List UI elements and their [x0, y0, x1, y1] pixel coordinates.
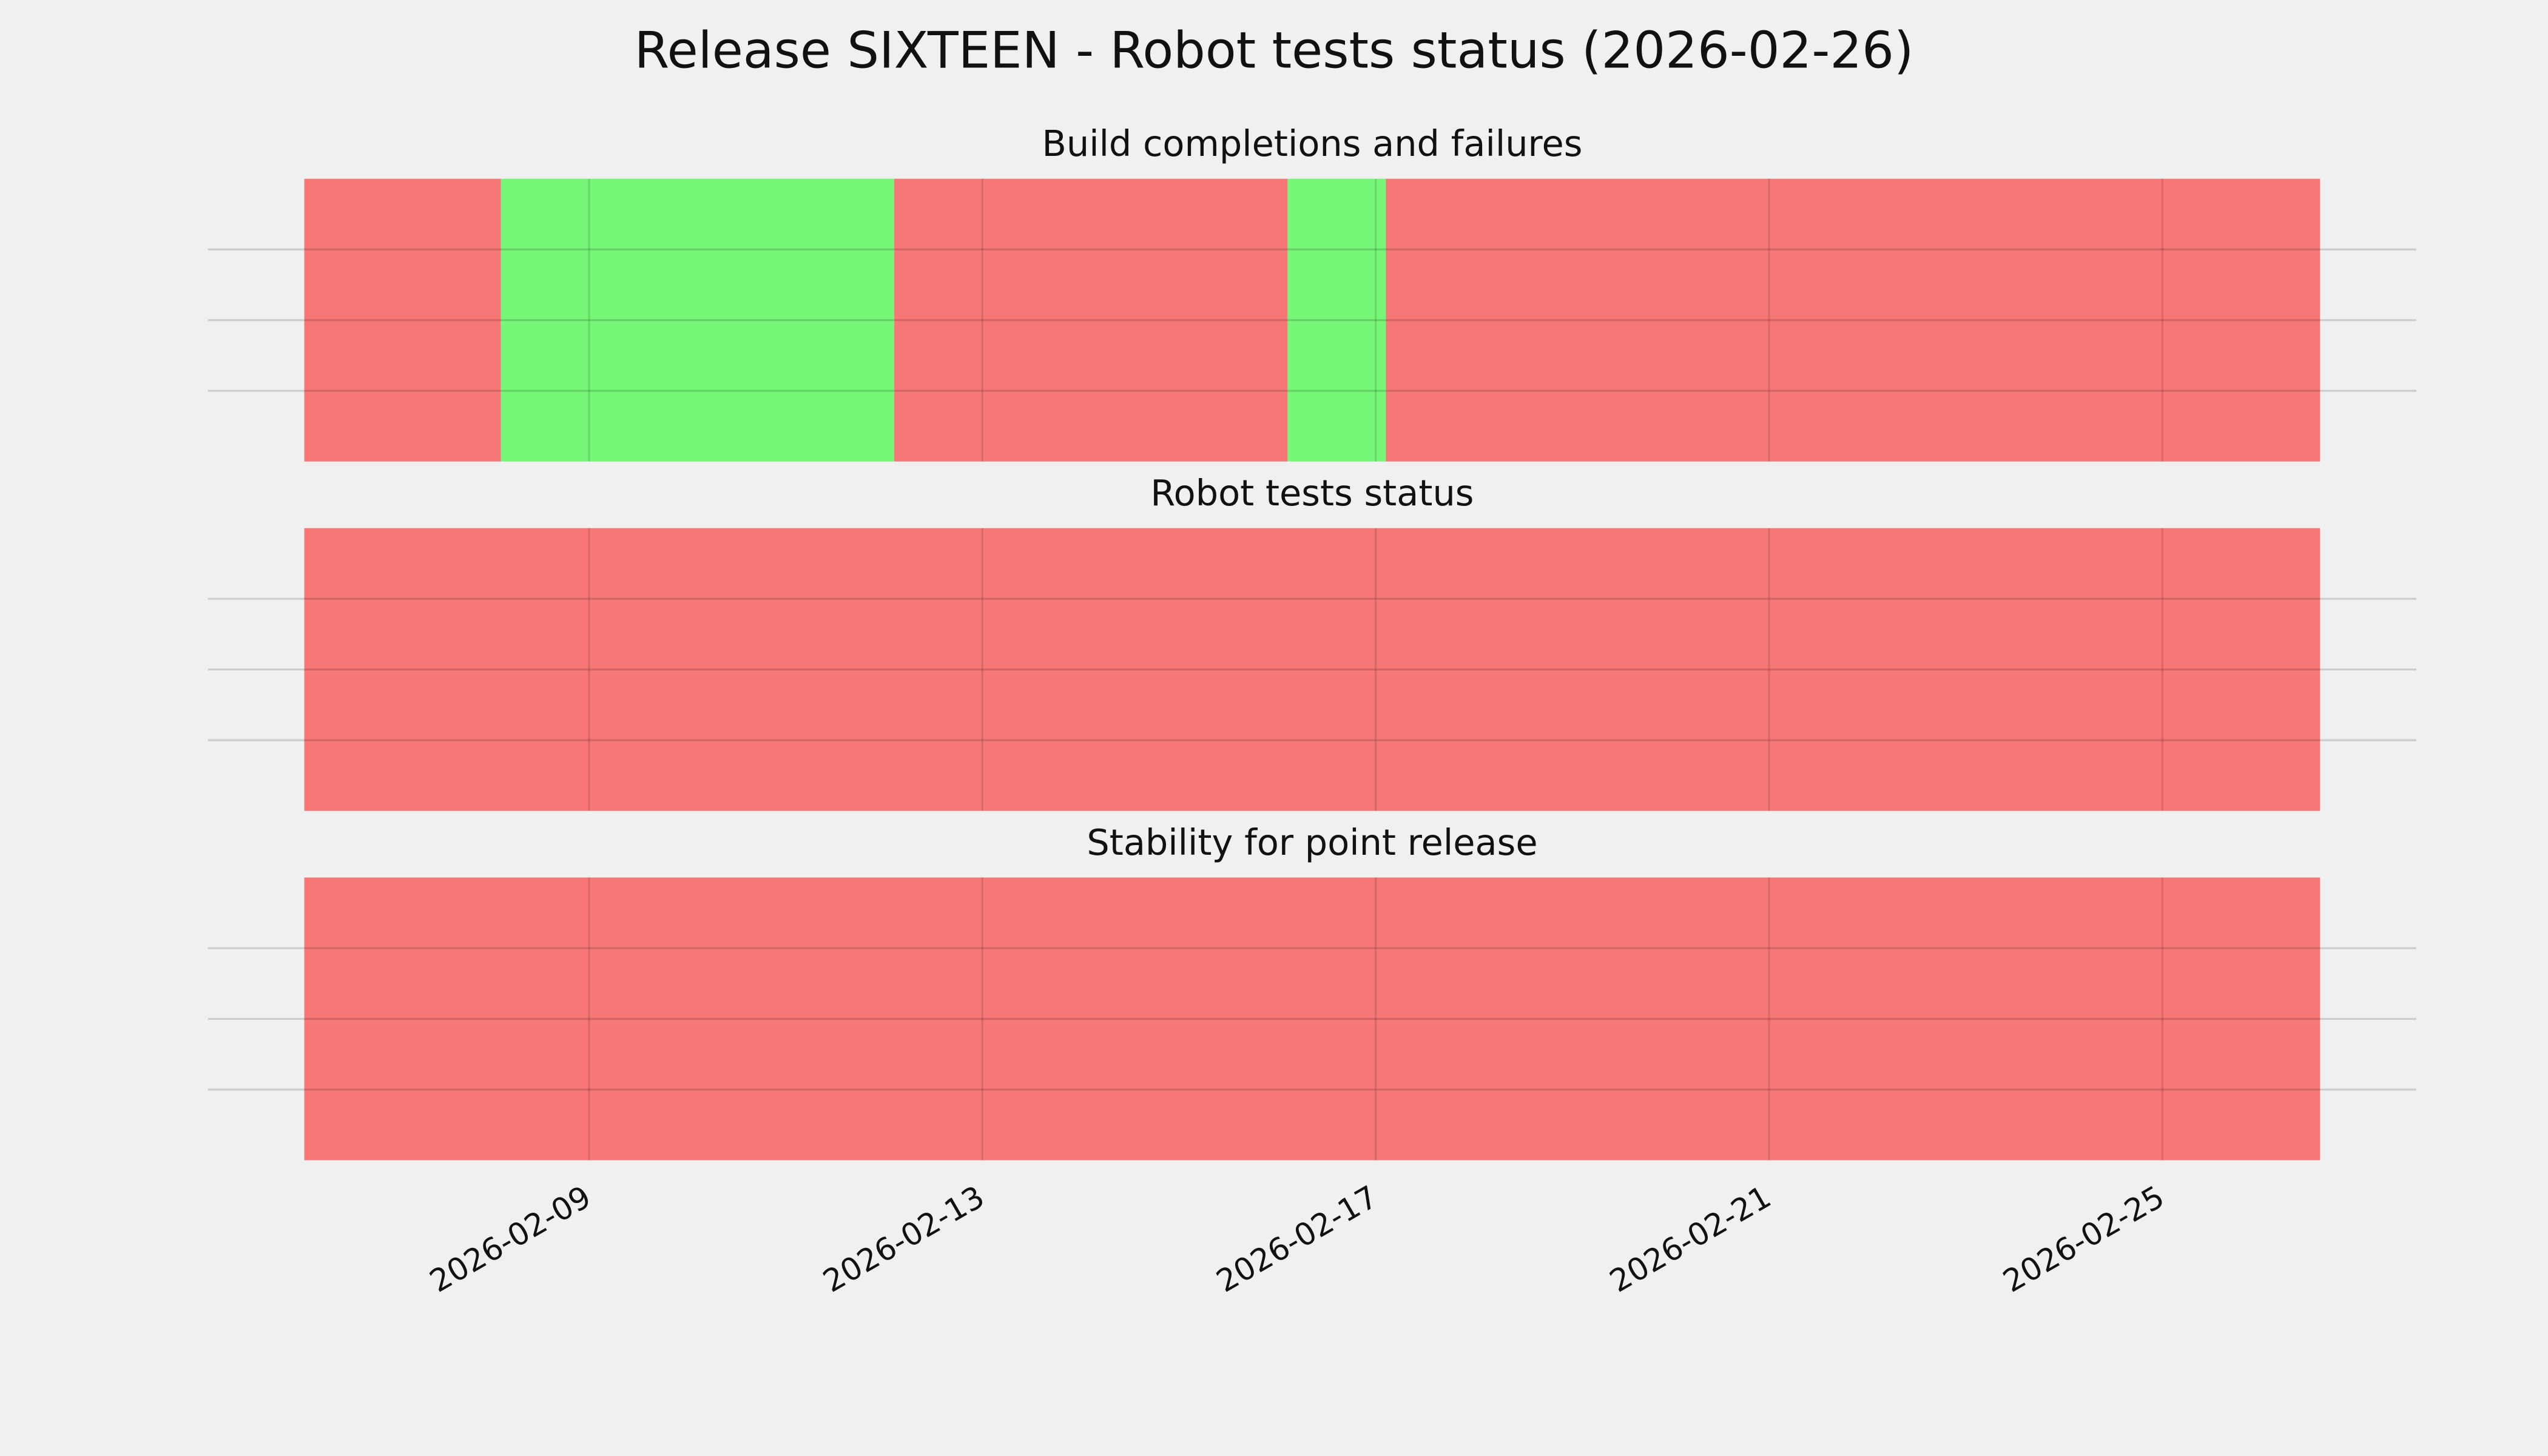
panel-title: Build completions and failures [1042, 123, 1582, 164]
status-span [304, 877, 2320, 1161]
status-span [304, 178, 501, 462]
status-span [500, 178, 895, 462]
status-span [1386, 178, 2320, 462]
status-span [894, 178, 1288, 462]
panel-title: Stability for point release [1087, 821, 1537, 863]
status-span [1287, 178, 1386, 462]
panel-title: Robot tests status [1150, 472, 1474, 514]
chart-title: Release SIXTEEN - Robot tests status (20… [635, 21, 1914, 79]
status-span [304, 528, 2320, 811]
